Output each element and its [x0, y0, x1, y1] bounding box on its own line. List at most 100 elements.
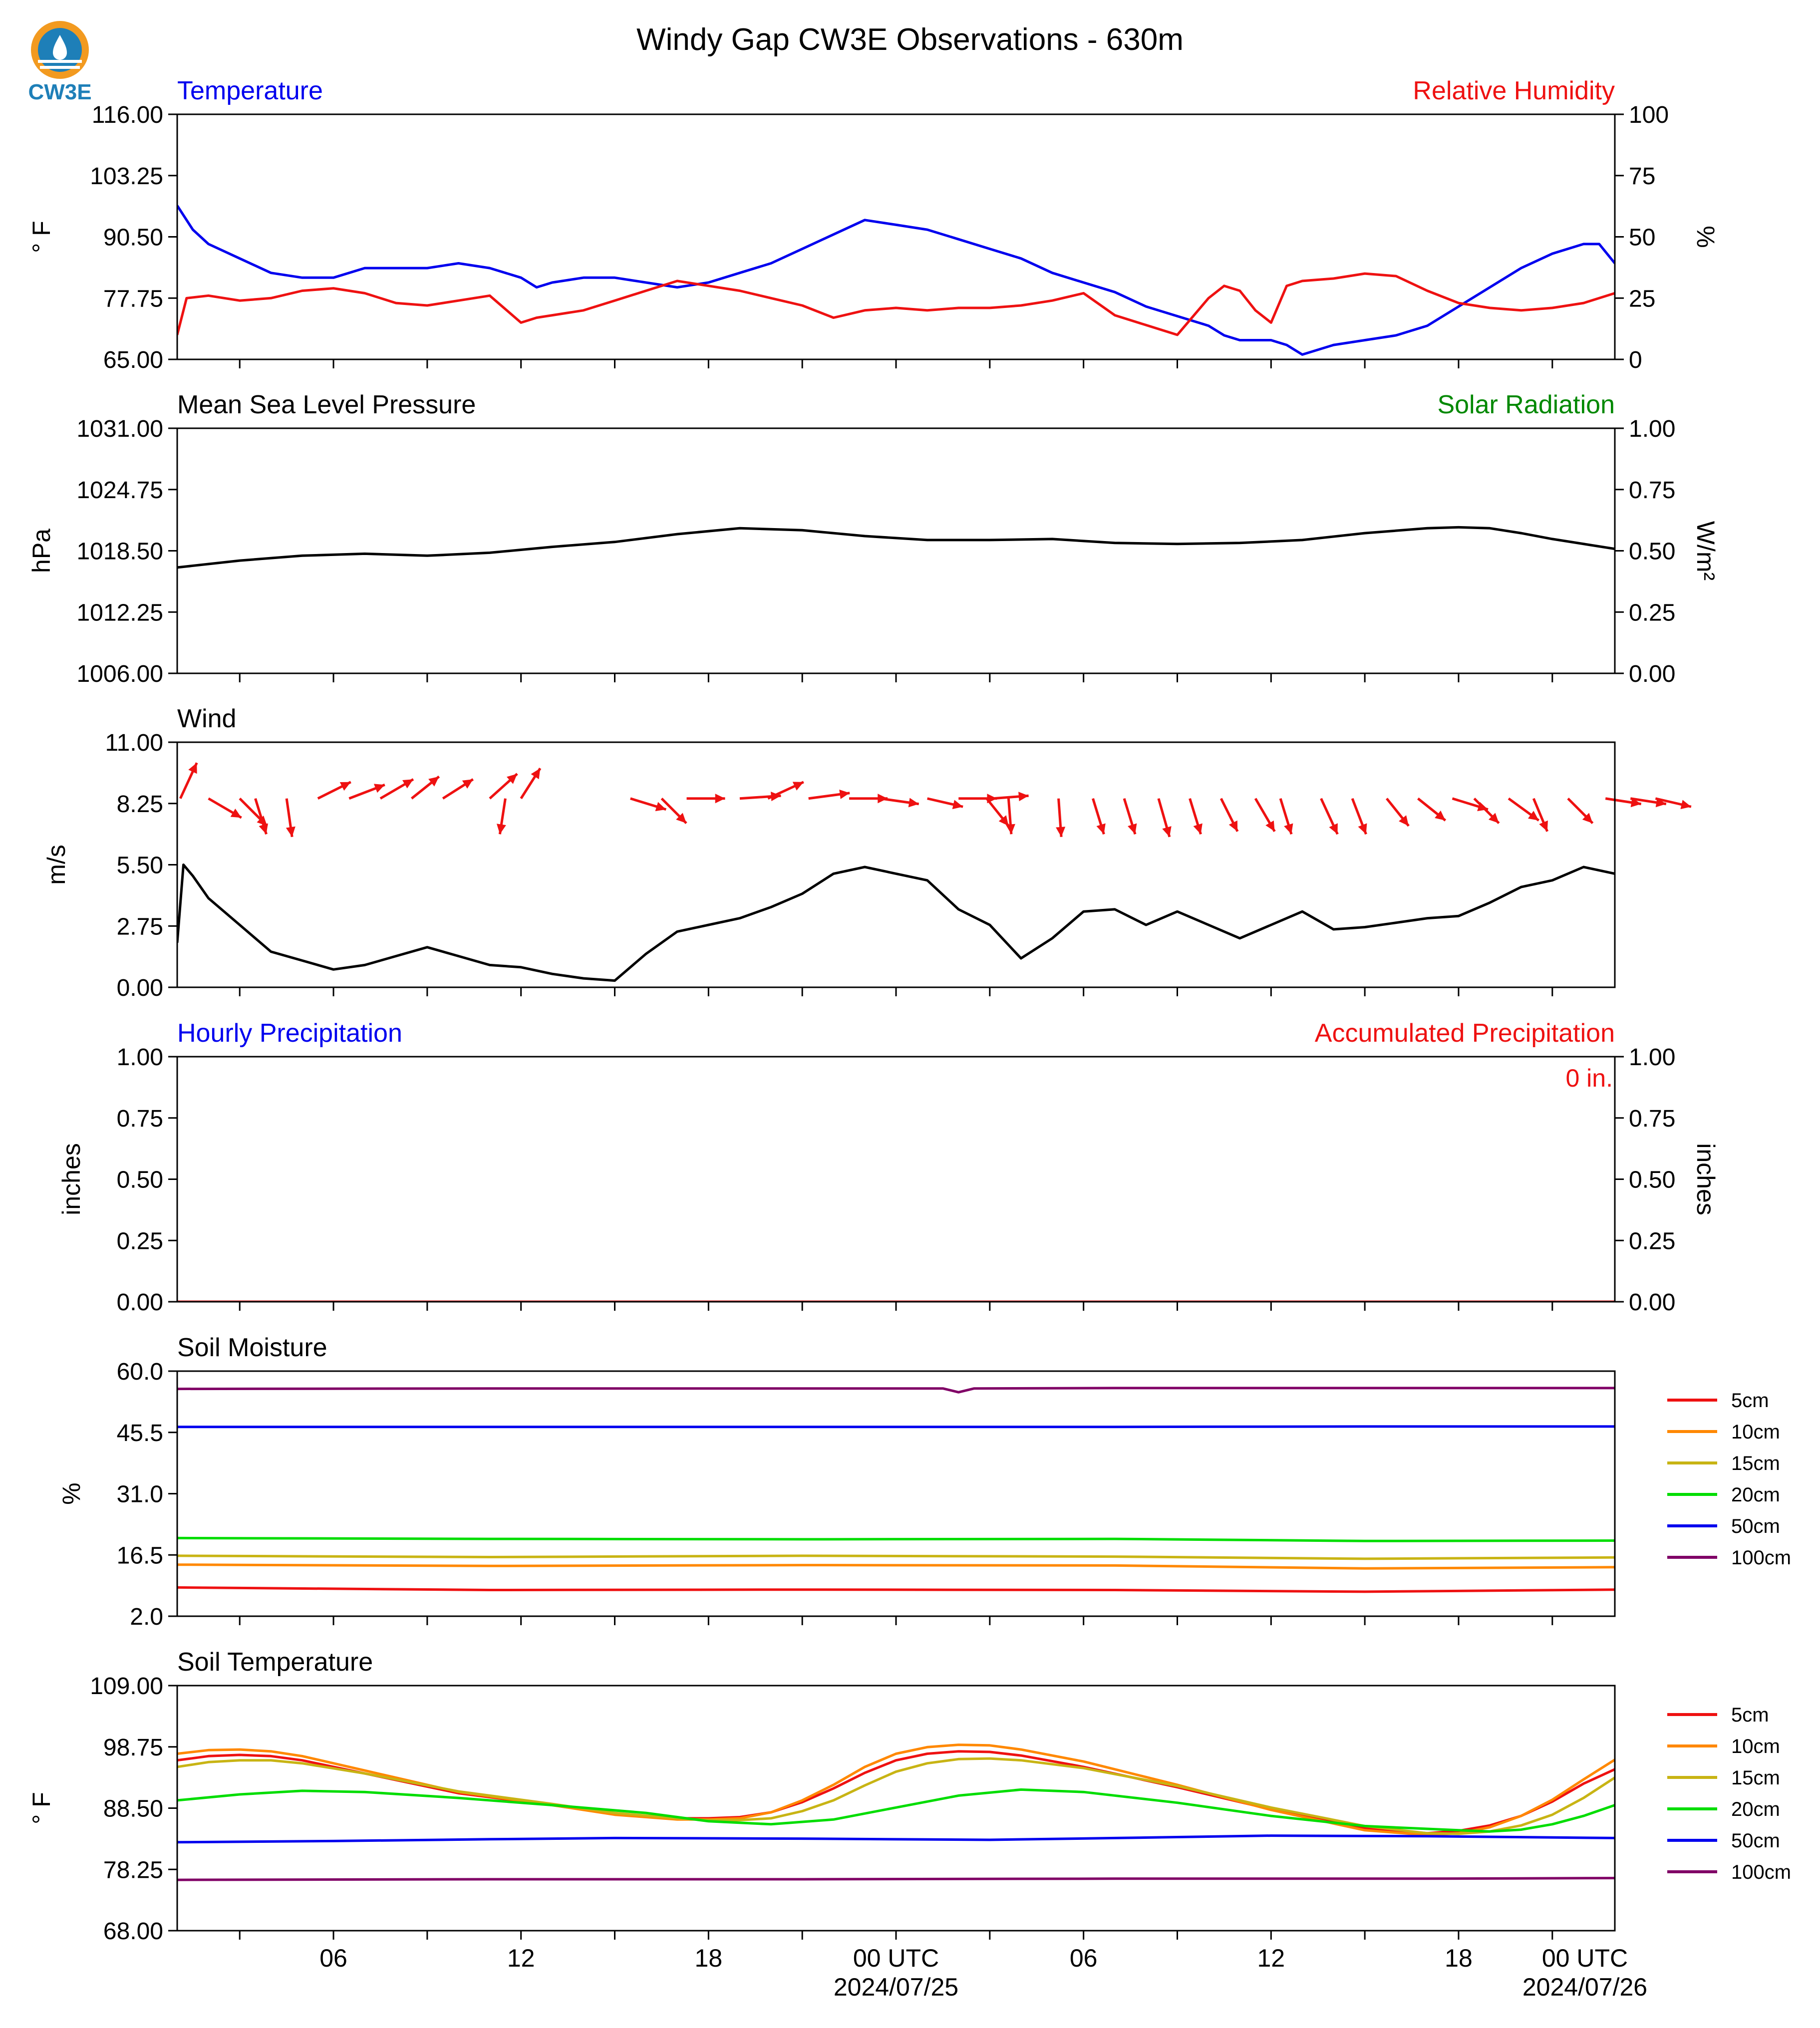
y-tick-label: 5.50 [117, 853, 163, 879]
panel-title-left: Mean Sea Level Pressure [177, 390, 476, 419]
series-group [177, 526, 1615, 569]
wind-arrow [1056, 798, 1066, 837]
y-tick-label-right: 0.75 [1629, 1106, 1675, 1132]
wind-arrow [1655, 797, 1692, 810]
series-line-15cm [177, 1554, 1615, 1560]
y-tick-label: 68.00 [103, 1918, 163, 1945]
series-group [177, 205, 1615, 356]
y-tick-label: 1.00 [117, 1044, 163, 1071]
wind-arrow [1351, 798, 1367, 835]
panel-temp_rh: Temperature Relative Humidity 116.00 103.25… [27, 76, 1720, 373]
plot-frame [176, 427, 1616, 674]
wind-arrow [808, 789, 850, 800]
y-axis-label-right: W/m² [1692, 521, 1720, 580]
legend-item: 50cm [1667, 1830, 1780, 1852]
series-line-100cm [177, 1387, 1615, 1394]
wind-arrow [1452, 797, 1489, 812]
wind-arrow [442, 778, 474, 800]
wind-arrow [1532, 798, 1549, 832]
y-tick-label-right: 50 [1629, 225, 1655, 251]
wind-arrow [927, 797, 963, 810]
y-tick-label: 98.75 [103, 1735, 163, 1761]
y-tick-label-right: 75 [1629, 163, 1655, 190]
wind-arrow [1123, 798, 1137, 835]
y-tick-label: 0.75 [117, 1106, 163, 1132]
wind-arrow [1567, 797, 1594, 825]
plot-frame [176, 113, 1616, 360]
legend-item: 15cm [1667, 1452, 1780, 1474]
y-tick-label: 0.00 [117, 1289, 163, 1316]
wind-arrow [1508, 797, 1540, 822]
y-tick-label-right: 0.50 [1629, 1167, 1675, 1193]
y-tick-label: 8.25 [117, 791, 163, 818]
wind-arrow [767, 781, 804, 800]
y-axis-label: ° F [27, 221, 55, 253]
legend-label: 100cm [1731, 1547, 1791, 1569]
y-tick-label-right: 0.00 [1629, 661, 1675, 687]
legend: 5cm 10cm 15cm 20cm 50cm 100cm [1667, 1704, 1791, 1883]
wind-arrow [1473, 797, 1500, 825]
legend-item: 15cm [1667, 1767, 1780, 1789]
y-tick-label: 1031.00 [76, 416, 163, 442]
series-line-50cm [177, 1834, 1615, 1844]
legend-label: 15cm [1731, 1767, 1780, 1789]
panel-title-right: Accumulated Precipitation [1315, 1019, 1615, 1048]
wind-arrow [985, 798, 1010, 827]
y-axis-label: % [57, 1482, 85, 1504]
y-tick-label: 11.00 [105, 730, 163, 756]
y-tick-label: 0.00 [117, 975, 163, 1001]
y-tick-label-right: 1.00 [1629, 416, 1675, 442]
y-tick-label: 90.50 [103, 225, 163, 251]
series-line-10cm [177, 1743, 1615, 1836]
y-tick-label: 0.50 [117, 1167, 163, 1193]
wind-arrow [1157, 798, 1172, 838]
legend-item: 20cm [1667, 1484, 1780, 1506]
wind-arrow [1254, 798, 1276, 833]
x-tick-label: 12 [1257, 1944, 1285, 1972]
series-group [177, 1387, 1615, 1593]
y-tick-label-right: 0 [1629, 347, 1642, 373]
legend-item: 10cm [1667, 1736, 1780, 1757]
wind-arrows [179, 762, 1692, 838]
series-line-wind [177, 864, 1615, 982]
y-tick-label-right: 25 [1629, 286, 1655, 312]
legend-label: 5cm [1731, 1390, 1769, 1412]
wind-arrow [208, 797, 242, 819]
legend-label: 50cm [1731, 1830, 1780, 1852]
panel-title-right: Solar Radiation [1437, 390, 1615, 419]
y-tick-label: 78.25 [103, 1857, 163, 1883]
legend-label: 20cm [1731, 1798, 1780, 1820]
y-tick-label-right: 0.25 [1629, 599, 1675, 626]
series-line-10cm [177, 1563, 1615, 1570]
wind-arrow [1189, 798, 1203, 835]
y-axis-label-right: inches [1692, 1143, 1720, 1215]
panel-title-left: Soil Temperature [177, 1648, 373, 1677]
panel-wind: Wind 11.00 8.25 5.50 2.75 0.00 m/s [42, 704, 1692, 1001]
panel-title-left: Temperature [177, 76, 323, 105]
panel-soil_moisture: Soil Moisture 60.0 45.5 31.0 16.5 2.0% 5cm 10cm… [57, 1333, 1791, 1630]
y-tick-label-right: 0.25 [1629, 1228, 1675, 1254]
accumulated-precip-total: 0 in. [1565, 1064, 1613, 1092]
y-tick-label-right: 100 [1629, 102, 1669, 128]
wind-arrow [660, 797, 687, 825]
wind-arrow [411, 775, 440, 800]
series-line-100cm [177, 1877, 1615, 1881]
wind-arrow [348, 783, 385, 800]
wind-arrow [1417, 797, 1447, 822]
legend-label: 10cm [1731, 1421, 1780, 1443]
y-tick-label: 65.00 [103, 347, 163, 373]
panels: Temperature Relative Humidity 116.00 103.25… [27, 76, 1791, 1945]
plot-frame [176, 1056, 1616, 1303]
y-axis-label: m/s [42, 845, 70, 885]
legend-label: 5cm [1731, 1704, 1769, 1726]
y-tick-label: 109.00 [90, 1673, 163, 1700]
wind-arrow [1219, 798, 1239, 832]
panel-precip: Hourly Precipitation Accumulated Precipit… [57, 1019, 1720, 1316]
x-tick-label: 06 [319, 1944, 347, 1972]
y-axis-label: hPa [27, 529, 55, 573]
wind-arrow [958, 794, 997, 804]
wind-arrow [1386, 798, 1410, 827]
legend: 5cm 10cm 15cm 20cm 50cm 100cm [1667, 1390, 1791, 1569]
x-tick-label: 00 UTC [1542, 1944, 1628, 1972]
wind-arrow [1005, 798, 1015, 835]
